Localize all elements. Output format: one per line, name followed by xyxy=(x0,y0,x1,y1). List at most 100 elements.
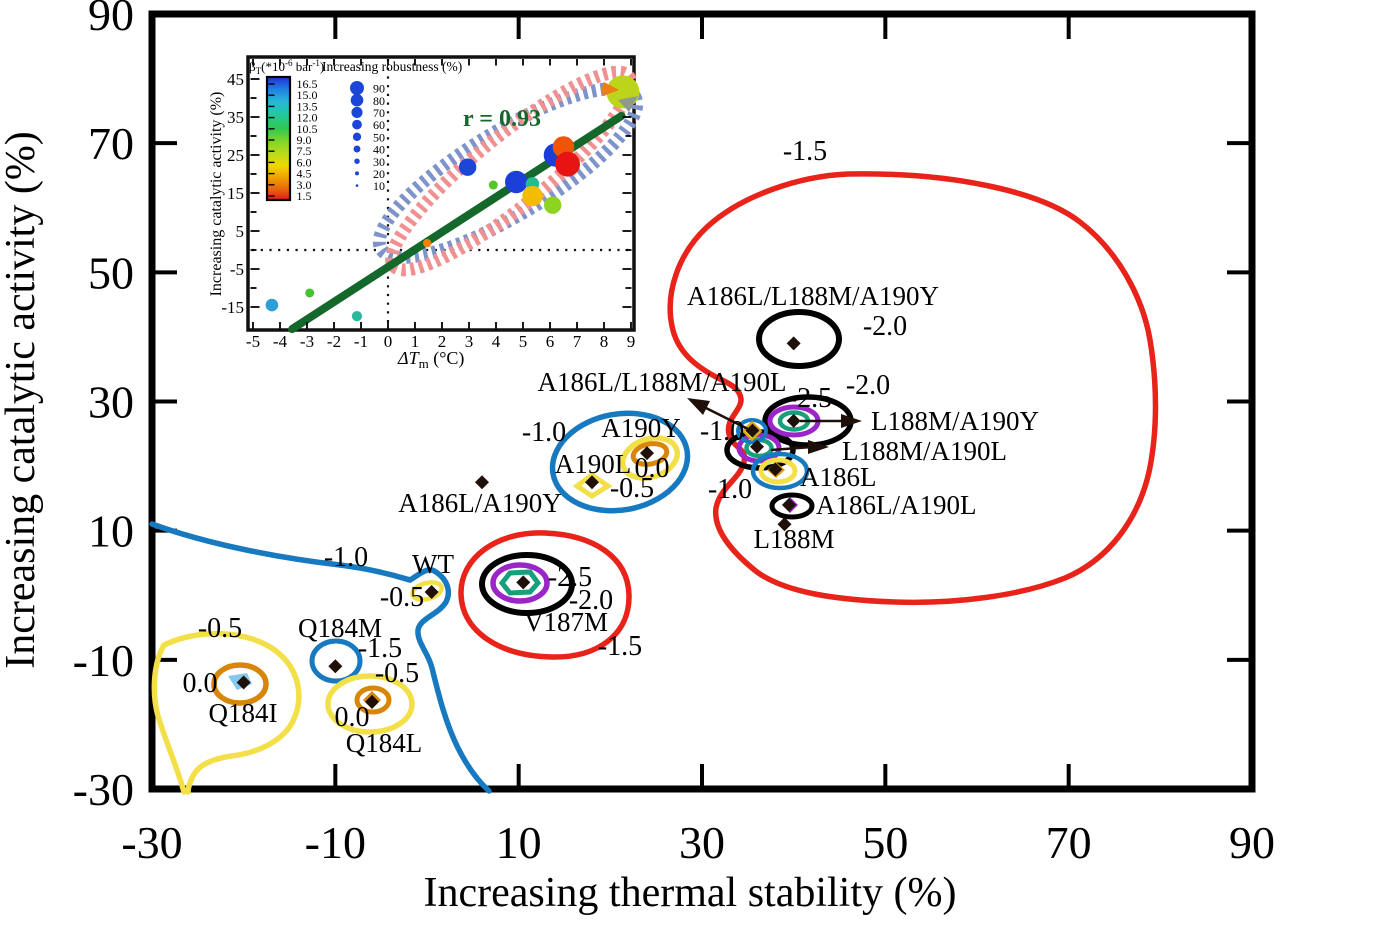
contour-teal-v187m xyxy=(498,569,542,596)
x-tick-label: 50 xyxy=(862,817,908,868)
inset-bubble-9 xyxy=(544,196,562,214)
y-tick-label: 90 xyxy=(88,0,134,40)
contour-label-blue: -1.0 xyxy=(708,474,752,505)
size-legend-bubble xyxy=(354,158,360,164)
contour-red-1.5-main xyxy=(667,171,1159,606)
data-point-l188m-a190l xyxy=(750,439,765,454)
data-point-a186l xyxy=(768,462,783,477)
size-legend-bubble xyxy=(352,132,362,141)
arrowhead-triple-l xyxy=(687,398,710,415)
size-legend-value: 10 xyxy=(373,179,385,193)
colorbar-tick-label: 4.5 xyxy=(297,167,312,181)
data-point-l188m xyxy=(777,517,792,532)
y-tick-label: 50 xyxy=(88,247,134,298)
colorbar-title-bar: bar xyxy=(292,59,313,74)
contour-label-black: -2.0 xyxy=(863,311,907,342)
colorbar-title-sup2: -1 xyxy=(312,58,320,68)
colorbar-labels: 16.515.013.512.010.59.07.56.04.53.01.5 xyxy=(268,77,318,203)
label-a186l-a190l: A186L/A190L xyxy=(816,490,976,520)
data-point-a186l-a190y xyxy=(475,475,490,490)
contour-label-orange: -0.5 xyxy=(198,613,242,644)
contour-black-2.0-v187m xyxy=(479,552,575,616)
size-legend-value: 40 xyxy=(373,143,385,157)
contour-label-orange: 0.0 xyxy=(183,668,218,699)
contour-label-black: -2.0 xyxy=(846,370,890,401)
main-y-axis-title: Increasing catalytic activity (%) xyxy=(0,131,44,669)
inset-y-tick-label: 35 xyxy=(227,108,244,127)
inset-bubble-4 xyxy=(458,158,477,176)
contour-label-orange: -0.5 xyxy=(380,582,424,613)
contour-blue-1.5-q184m xyxy=(309,638,363,684)
inset-y-axis-title: Increasing catalytic activity (%) xyxy=(208,92,225,297)
contour-orange-0.0-q184l xyxy=(354,685,392,715)
data-point-l188m-a190y xyxy=(786,413,801,428)
colorbar-tick-label: 16.5 xyxy=(297,77,318,91)
y-tick-label: 70 xyxy=(88,118,134,169)
contour-orange-0.0-q184i xyxy=(211,662,269,706)
gray-triangle-marker xyxy=(618,96,638,112)
label-wt: WT xyxy=(412,549,454,579)
contour-label-orange: -0.5 xyxy=(610,473,654,504)
size-legend-bubble xyxy=(352,119,362,130)
colorbar-title: βT(*10-6 bar-1) xyxy=(249,58,324,76)
data-point-q184i xyxy=(236,675,251,690)
label-a186l-l188m-a190y: A186L/L188M/A190Y xyxy=(687,281,939,311)
size-legend-value: 20 xyxy=(373,167,385,181)
inset-x-tick-label: 1 xyxy=(411,332,420,351)
arrowhead-l188m-a190l xyxy=(808,440,829,454)
inset-bubble-2 xyxy=(351,311,363,322)
colorbar-tick-label: 7.5 xyxy=(297,144,312,158)
colorbar-tick-label: 15.0 xyxy=(297,88,318,102)
contour-level-labels: -1.5 -2.0 -2.0 -2.5 -1.0 -1.0 -1.0 0.0 -… xyxy=(183,136,908,733)
inset-y-tick-label: -15 xyxy=(221,298,244,317)
label-q184i: Q184I xyxy=(209,698,278,728)
label-v187m: V187M xyxy=(524,607,608,637)
x-tick-label: -30 xyxy=(121,817,182,868)
size-legend-value: 70 xyxy=(373,106,385,120)
inset-x-axis-title: ΔTm (°C) xyxy=(397,348,464,371)
y-tick-label: -30 xyxy=(73,764,134,815)
mutant-labels: WT Q184I Q184M Q184L V187M A186L/A190Y A… xyxy=(209,281,1040,758)
inset-x-title-sub-m: m xyxy=(419,356,429,371)
main-data-points xyxy=(236,336,801,709)
contour-label-purple: -2.5 xyxy=(788,383,832,414)
label-a186l-a190y: A186L/A190Y xyxy=(398,488,562,518)
label-a190l: A190L xyxy=(555,449,632,479)
inset-x-tick-label: 0 xyxy=(384,332,393,351)
contour-label-orange: 0.0 xyxy=(335,702,370,733)
inset-x-tick-label: 3 xyxy=(465,332,474,351)
colorbar-tick-label: 3.0 xyxy=(297,178,312,192)
size-legend-value: 30 xyxy=(373,155,385,169)
data-point-a190y xyxy=(640,446,655,461)
y-tick-label: 30 xyxy=(88,377,134,428)
inset-x-tick-label: -3 xyxy=(300,332,314,351)
contour-label-purple: -2.5 xyxy=(548,562,592,593)
data-point-a186l-l188m-a190l xyxy=(745,423,760,438)
inset-x-title-dT: ΔT xyxy=(397,348,421,368)
label-a186l-l188m-a190l: A186L/L188M/A190L xyxy=(538,367,787,397)
colorbar-title-beta: β xyxy=(249,59,256,74)
size-legend-bubble xyxy=(350,81,364,95)
contour-orange-0.0-a190y xyxy=(630,441,670,467)
x-tick-label: 30 xyxy=(679,817,725,868)
size-legend-bubble xyxy=(351,106,363,118)
inset-bubble-3 xyxy=(422,238,432,248)
colorbar xyxy=(265,75,292,202)
annotation-arrows xyxy=(687,398,862,454)
inset-bubble-1 xyxy=(305,288,315,298)
data-point-v187m xyxy=(516,575,531,590)
inset-y-tick-label: 15 xyxy=(227,184,244,203)
colorbar-tick-label: 6.0 xyxy=(297,155,312,169)
contour-yellow-a186l xyxy=(758,457,798,485)
size-legend-value: 60 xyxy=(373,118,385,132)
inset-y-tick-label: 5 xyxy=(236,222,245,241)
colorbar-tick-label: 10.5 xyxy=(297,122,318,136)
colorbar-title-sub: T xyxy=(256,66,262,76)
label-q184l: Q184L xyxy=(346,728,423,758)
arrowhead-l188m-a190y xyxy=(841,414,862,428)
